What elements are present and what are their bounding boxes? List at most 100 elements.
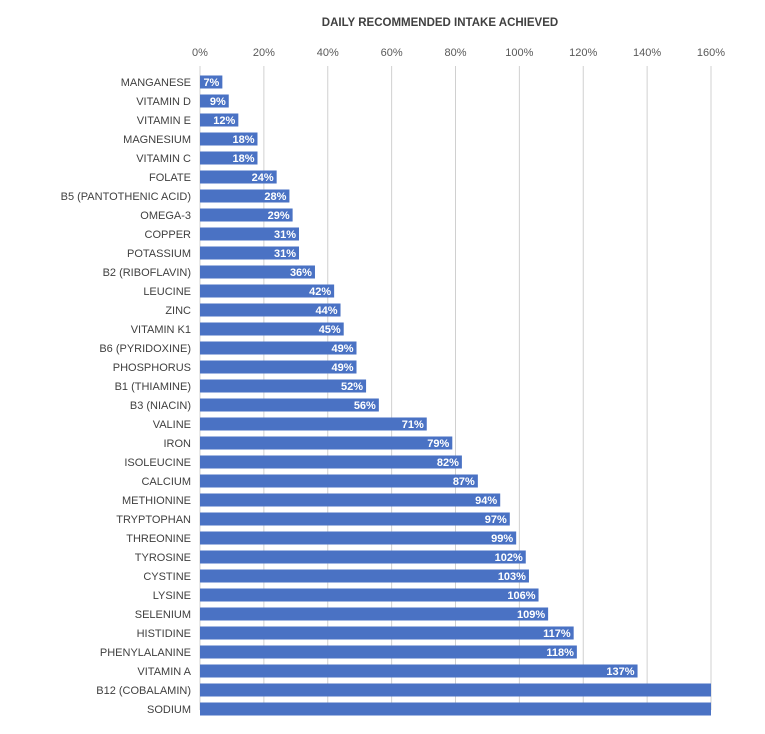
category-label: METHIONINE xyxy=(122,495,191,507)
bar xyxy=(200,75,223,89)
bar xyxy=(200,455,462,469)
data-label: 103% xyxy=(498,571,526,583)
data-label: 56% xyxy=(354,400,376,412)
bar xyxy=(200,474,478,488)
data-label: 44% xyxy=(315,305,337,317)
category-label: LEUCINE xyxy=(143,286,191,298)
category-label: IRON xyxy=(164,438,192,450)
data-label: 102% xyxy=(495,552,523,564)
bar xyxy=(200,94,229,108)
category-label: LYSINE xyxy=(153,590,191,602)
bar xyxy=(200,379,367,393)
data-label: 12% xyxy=(213,115,235,127)
x-tick-label: 160% xyxy=(697,47,725,59)
data-label: 52% xyxy=(341,381,363,393)
data-label: 117% xyxy=(543,628,571,640)
chart-title: DAILY RECOMMENDED INTAKE ACHIEVED xyxy=(322,17,558,29)
data-label: 31% xyxy=(274,229,296,241)
bars xyxy=(200,75,711,716)
category-label: TRYPTOPHAN xyxy=(116,514,191,526)
data-label: 82% xyxy=(437,457,459,469)
bar xyxy=(200,512,510,526)
category-label: B3 (NIACIN) xyxy=(130,400,191,412)
bar xyxy=(200,569,529,583)
bar xyxy=(200,265,315,279)
bar xyxy=(200,531,517,545)
category-label: B6 (PYRIDOXINE) xyxy=(99,343,191,355)
x-axis-ticks: 0% 20% 40% 60% 80% 100% 120% 140% 160% xyxy=(192,47,725,59)
data-label: 49% xyxy=(331,343,353,355)
category-label: CYSTINE xyxy=(143,571,191,583)
data-label: 45% xyxy=(319,324,341,336)
category-label: FOLATE xyxy=(149,172,191,184)
x-tick-label: 100% xyxy=(505,47,533,59)
bar xyxy=(200,113,239,127)
category-label: MANGANESE xyxy=(121,77,191,89)
bar xyxy=(200,417,427,431)
category-label: COPPER xyxy=(145,229,192,241)
x-tick-label: 20% xyxy=(253,47,275,59)
category-label: THREONINE xyxy=(126,533,191,545)
data-label: 18% xyxy=(232,134,254,146)
data-label: 79% xyxy=(427,438,449,450)
bar xyxy=(200,683,711,697)
data-label: 109% xyxy=(517,609,545,621)
category-label: VITAMIN D xyxy=(136,96,191,108)
data-label: 94% xyxy=(475,495,497,507)
category-label: B12 (COBALAMIN) xyxy=(96,685,191,697)
bar xyxy=(200,208,293,222)
x-tick-label: 80% xyxy=(444,47,466,59)
category-label: POTASSIUM xyxy=(127,248,191,260)
category-label: SODIUM xyxy=(147,704,191,716)
data-label: 97% xyxy=(485,514,507,526)
bar xyxy=(200,303,341,317)
category-label: PHOSPHORUS xyxy=(113,362,191,374)
bar xyxy=(200,151,258,165)
data-label: 31% xyxy=(274,248,296,260)
x-tick-label: 0% xyxy=(192,47,208,59)
category-label: B2 (RIBOFLAVIN) xyxy=(103,267,191,279)
category-label: MAGNESIUM xyxy=(123,134,191,146)
category-label: VALINE xyxy=(153,419,191,431)
category-label: SELENIUM xyxy=(135,609,191,621)
data-label: 87% xyxy=(453,476,475,488)
category-label: B1 (THIAMINE) xyxy=(115,381,191,393)
data-label: 118% xyxy=(546,647,574,659)
data-label: 29% xyxy=(268,210,290,222)
data-label: 28% xyxy=(264,191,286,203)
bar xyxy=(200,550,526,564)
category-label: PHENYLALANINE xyxy=(100,647,191,659)
bar xyxy=(200,398,379,412)
x-tick-label: 140% xyxy=(633,47,661,59)
data-label: 106% xyxy=(507,590,535,602)
bar xyxy=(200,132,258,146)
data-label: 9% xyxy=(210,96,226,108)
bar xyxy=(200,436,453,450)
x-tick-label: 40% xyxy=(317,47,339,59)
data-label: 36% xyxy=(290,267,312,279)
category-labels: MANGANESE VITAMIN D VITAMIN E MAGNESIUM VITA… xyxy=(61,77,192,716)
category-label: VITAMIN K1 xyxy=(131,324,191,336)
bar xyxy=(200,284,335,298)
data-label: 71% xyxy=(402,419,424,431)
data-label: 42% xyxy=(309,286,331,298)
category-label: VITAMIN C xyxy=(136,153,191,165)
category-label: HISTIDINE xyxy=(137,628,191,640)
x-tick-label: 60% xyxy=(381,47,403,59)
bar xyxy=(200,341,357,355)
data-label: 7% xyxy=(203,77,219,89)
bar xyxy=(200,607,549,621)
bar xyxy=(200,645,577,659)
data-label: 137% xyxy=(606,666,634,678)
category-label: TYROSINE xyxy=(135,552,191,564)
category-label: VITAMIN E xyxy=(137,115,191,127)
bar xyxy=(200,626,574,640)
data-labels: 7% 9% 12% 18% 18% 24% 28% 29% 31% 31% 36% 42% 44% 45%… xyxy=(203,77,634,678)
bar xyxy=(200,702,711,716)
bar xyxy=(200,246,300,260)
category-label: VITAMIN A xyxy=(137,666,191,678)
bar xyxy=(200,664,638,678)
bar xyxy=(200,227,300,241)
bar xyxy=(200,322,344,336)
